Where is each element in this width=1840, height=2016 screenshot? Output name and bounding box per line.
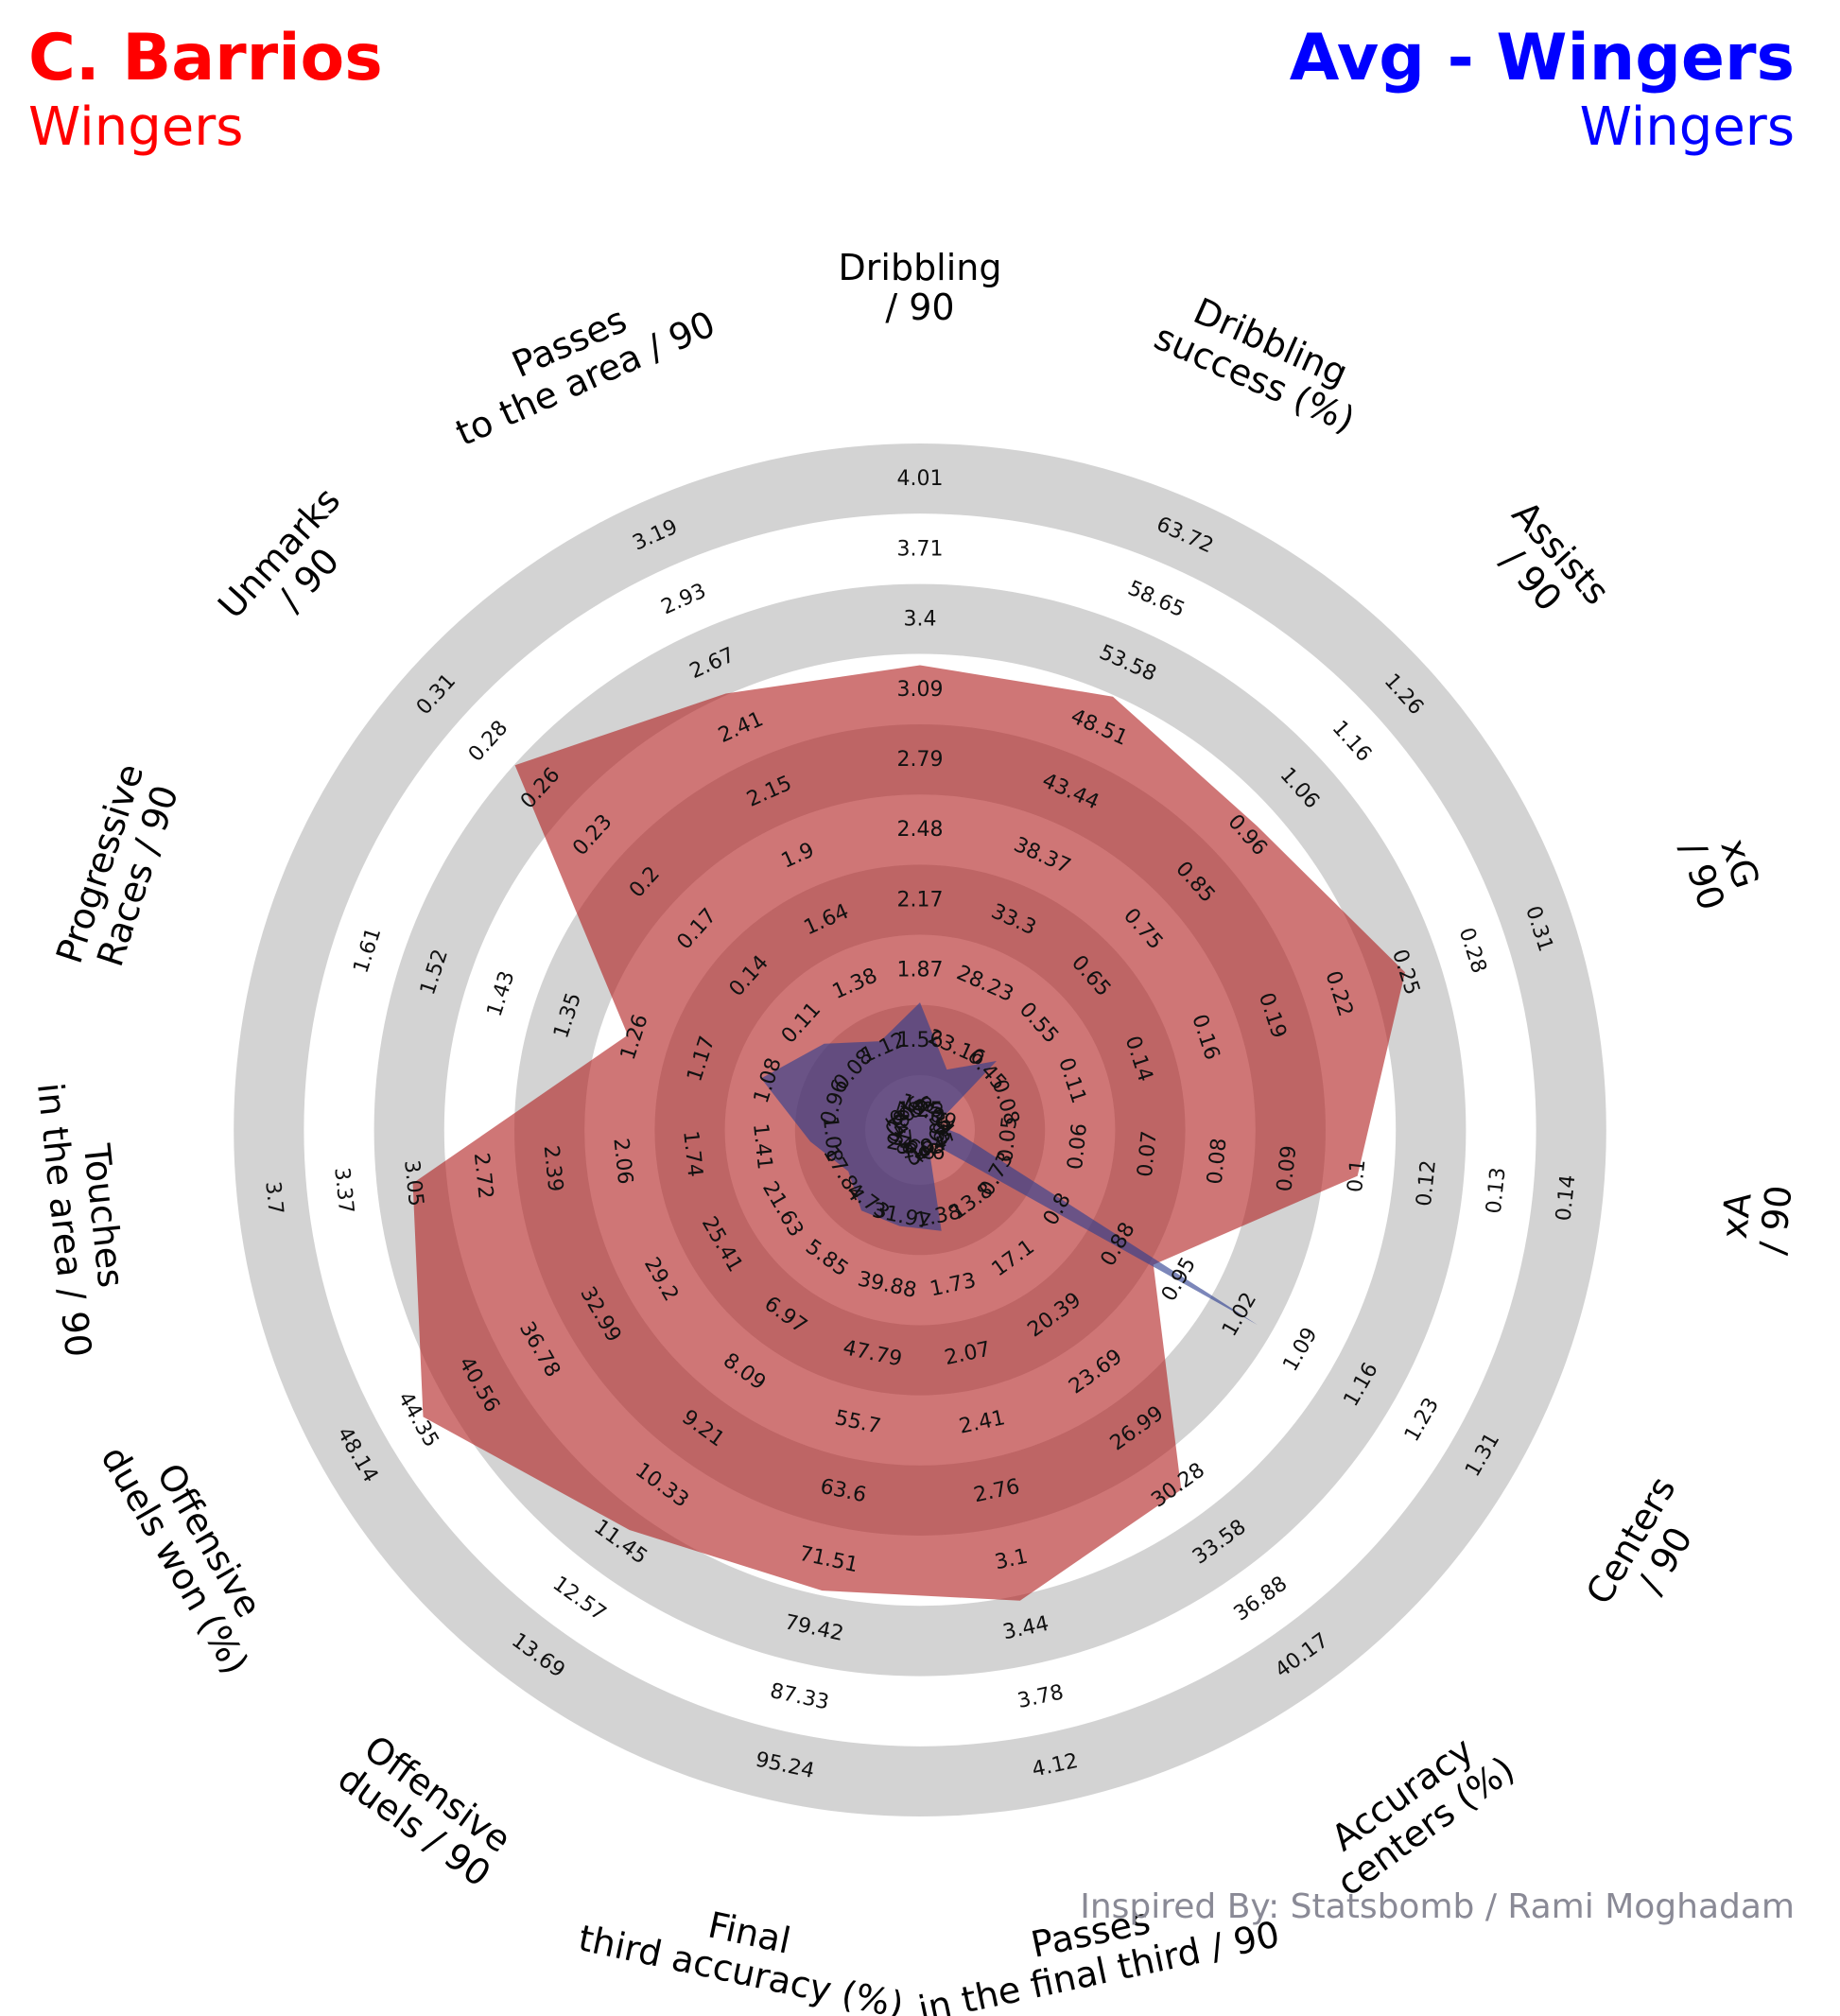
tick-label: 3.4 [904,608,937,632]
tick-label: 2.39 [539,1144,567,1192]
tick-label: 0.05 [994,1115,1022,1163]
tick-label: 36.88 [1230,1572,1293,1625]
tick-label: 0.95 [1157,1254,1201,1306]
tick-label: 3.09 [897,678,944,702]
axis-label: Passesto the area / 90 [433,267,720,454]
tick-label: 0.08 [1204,1137,1232,1185]
tick-label: 2.06 [608,1137,636,1185]
tick-label: 2.17 [897,888,944,912]
average-position: Wingers [1579,96,1795,158]
player-name: C. Barrios [28,21,383,96]
tick-label: 1.41 [748,1122,776,1171]
axis-label: Offensiveduels won (%) [93,1419,291,1681]
axis-label: Centers/ 90 [1578,1469,1718,1631]
tick-label: 2.93 [658,580,710,620]
axis-label: Offensiveduels / 90 [330,1725,521,1895]
tick-label: 0.76 [888,1107,916,1156]
credit-text: Inspired By: Statsbomb / Rami Moghadam [1080,1887,1795,1926]
player-position: Wingers [28,96,244,158]
average-header: Avg - Wingers Wingers [1290,21,1795,159]
axis-label: Assists/ 90 [1474,494,1617,640]
axis-label: xG/ 90 [1672,825,1770,915]
axis-label: Touchesin the area / 90 [29,1077,139,1360]
tick-label: 4.01 [897,467,944,491]
tick-label: 2.72 [469,1152,497,1200]
tick-label: 0.14 [1553,1173,1581,1222]
tick-label: 0.04 [924,1107,952,1156]
tick-label: 0.13 [1483,1166,1511,1214]
tick-label: 0.28 [1454,925,1491,976]
tick-label: 0.12 [1413,1159,1441,1208]
tick-label: 1.87 [897,959,944,982]
axis-label: ProgressiveRaces / 90 [48,758,189,980]
tick-label: 3.7 [260,1180,287,1215]
tick-label: 1.74 [678,1130,706,1178]
tick-label: 0.1 [1344,1158,1371,1193]
tick-label: 1.08 [818,1115,846,1163]
tick-label: 3.37 [329,1166,357,1214]
radar-series [412,665,1406,1601]
player-header: C. Barrios Wingers [28,21,383,159]
axis-label: xA/ 90 [1712,1179,1800,1257]
tick-label: 3.71 [897,537,944,561]
tick-label: 1.16 [1328,717,1376,767]
tick-label: 1.25 [897,1099,944,1122]
tick-label: 1.61 [349,925,386,976]
tick-label: 1.56 [897,1029,944,1052]
tick-label: 0.09 [1273,1144,1301,1192]
axis-label: Accuracycenters (%) [1306,1716,1521,1904]
tick-label: 2.79 [897,748,944,772]
axis-label: Finalthird accuracy (%) [575,1878,915,2016]
tick-label: 12.57 [548,1572,611,1625]
tick-label: 0.06 [1064,1122,1092,1171]
tick-label: 58.65 [1124,577,1189,622]
axis-label: Dribblingsuccess (%) [1148,280,1377,442]
tick-label: 1.43 [483,968,520,1019]
tick-label: 1.09 [1278,1324,1322,1376]
tick-label: 0.07 [1134,1130,1162,1178]
tick-label: 2.48 [897,818,944,842]
tick-label: 3.78 [1015,1680,1066,1713]
tick-label: 87.33 [768,1679,831,1715]
tick-label: 1.23 [1400,1394,1444,1446]
tick-label: 0.28 [464,717,512,767]
axis-label: Dribbling/ 90 [838,247,1001,328]
average-polygon [761,1002,1258,1326]
axis-label: Unmarks/ 90 [210,479,377,653]
tick-label: 3.05 [399,1159,427,1208]
average-name: Avg - Wingers [1289,21,1795,96]
